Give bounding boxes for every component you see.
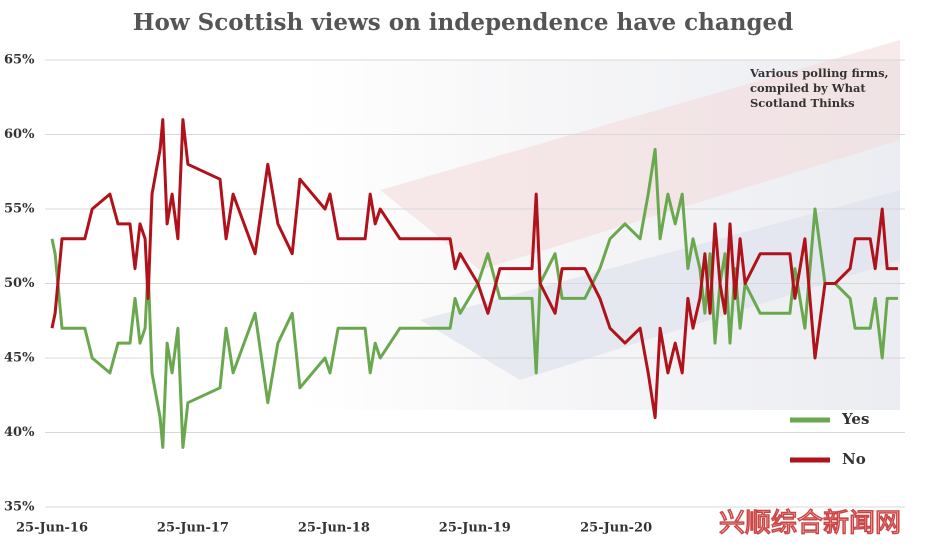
y-tick-label: 45% [4,351,35,366]
watermark: 兴顺综合新闻网 [719,508,901,539]
y-tick-label: 55% [4,202,35,217]
y-tick-label: 60% [4,127,35,142]
x-tick-label: 25-Jun-19 [439,521,511,536]
legend-label: Yes [841,410,869,428]
annotation: Various polling firms, compiled by What … [750,66,889,110]
x-tick-label: 25-Jun-20 [580,521,652,536]
series-line [50,147,898,449]
legend-label: No [842,450,866,468]
y-tick-label: 50% [4,276,35,291]
x-tick-label: 25-Jun-16 [16,521,88,536]
flag-stripe [420,190,900,380]
flag-stripe [380,40,900,270]
y-tick-label: 35% [4,500,35,515]
chart-title: How Scottish views on independence have … [133,9,794,36]
y-tick-label: 40% [4,425,35,440]
y-tick-label: 65% [4,53,35,68]
annotation-box: Various polling firms, compiled by What … [750,66,889,110]
x-tick-label: 25-Jun-18 [298,521,370,536]
series-line [50,118,898,420]
x-tick-label: 25-Jun-17 [157,521,229,536]
